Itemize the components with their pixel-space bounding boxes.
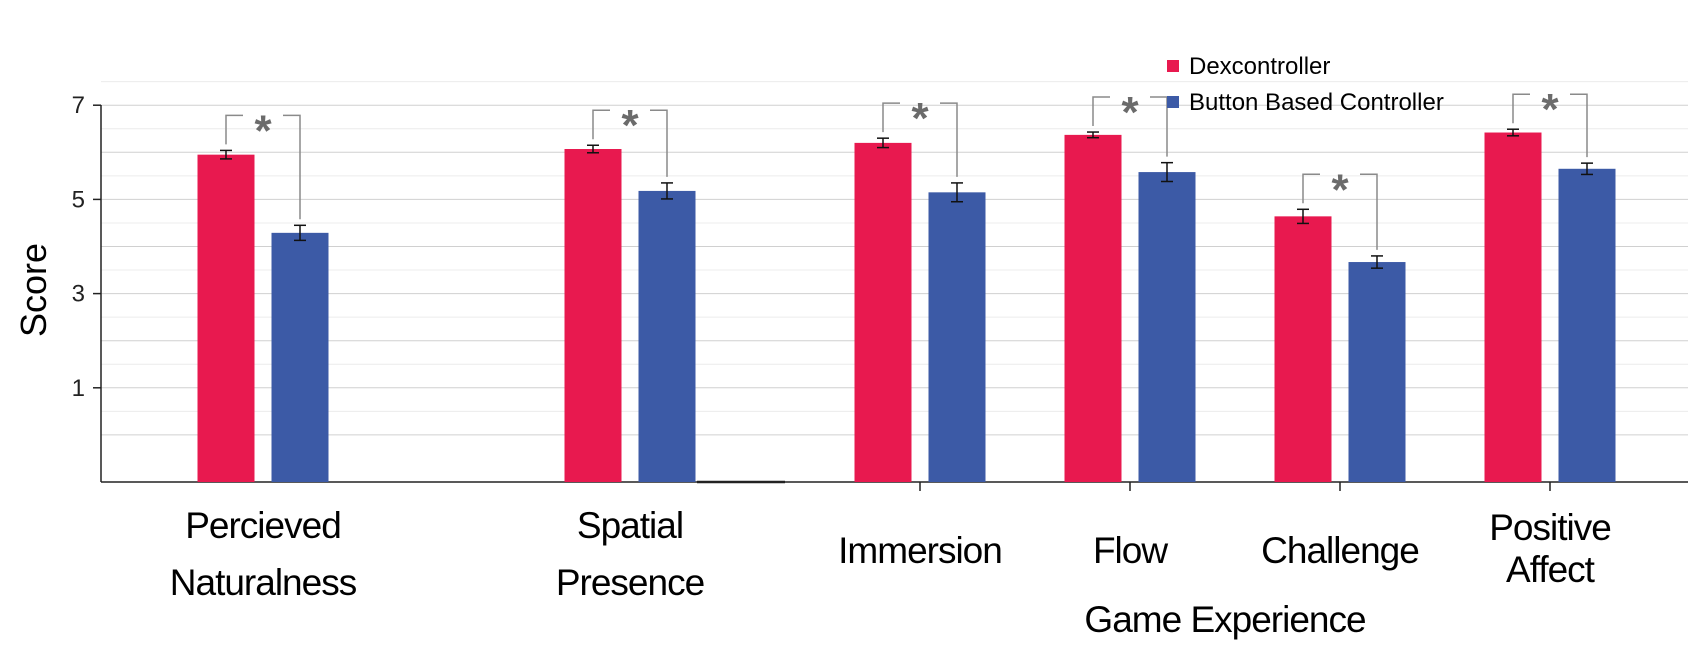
- significance-brackets: * * * * * *: [225, 85, 1588, 250]
- bar-dexcontroller-percieved-naturalness: [197, 154, 255, 482]
- error-bars: [220, 128, 1593, 269]
- bar-button-based-controller-flow: [1138, 172, 1196, 482]
- category-label-positive-affect: Affect: [1506, 549, 1596, 590]
- legend-swatch-button-based-controller: [1167, 96, 1179, 108]
- bar-dexcontroller-flow: [1064, 134, 1122, 483]
- significance-star: *: [621, 101, 639, 150]
- category-label-percieved-naturalness: Percieved: [185, 505, 341, 546]
- bar-button-based-controller-percieved-naturalness: [271, 232, 329, 482]
- category-label-challenge: Challenge: [1261, 530, 1419, 571]
- significance-bracket: [592, 109, 668, 177]
- bar-button-based-controller-spatial-presence: [638, 190, 696, 482]
- significance-bracket: [225, 114, 301, 220]
- significance-star: *: [1121, 88, 1139, 137]
- group-label-game-experience: Game Experience: [1084, 599, 1365, 640]
- category-label-percieved-naturalness: Naturalness: [170, 562, 357, 603]
- y-tick-label: 5: [72, 186, 85, 213]
- bar-button-based-controller-immersion: [928, 192, 986, 482]
- category-label-immersion: Immersion: [838, 530, 1002, 571]
- y-tick-label: 1: [72, 375, 85, 402]
- category-labels: Percieved Naturalness Spatial Presence Immer…: [170, 505, 1612, 603]
- significance-star: *: [1541, 85, 1559, 134]
- category-label-positive-affect: Positive: [1489, 507, 1611, 548]
- bar-dexcontroller-challenge: [1274, 216, 1332, 482]
- bar-dexcontroller-spatial-presence: [564, 149, 622, 483]
- category-label-flow: Flow: [1093, 530, 1168, 571]
- bars: [197, 132, 1616, 483]
- bar-button-based-controller-challenge: [1348, 262, 1406, 482]
- significance-star: *: [911, 94, 929, 143]
- legend: Dexcontroller Button Based Controller: [1167, 53, 1444, 116]
- category-label-spatial-presence: Spatial: [577, 505, 683, 546]
- legend-label-button-based-controller: Button Based Controller: [1189, 89, 1444, 116]
- significance-bracket: [1302, 173, 1378, 250]
- category-label-spatial-presence: Presence: [556, 562, 704, 603]
- bar-dexcontroller-immersion: [854, 142, 912, 482]
- significance-star: *: [254, 106, 272, 155]
- y-axis-title: Score: [13, 243, 54, 337]
- significance-bracket: [882, 102, 958, 177]
- legend-swatch-dexcontroller: [1167, 60, 1179, 72]
- y-tick-label: 3: [72, 281, 85, 308]
- significance-star: *: [1331, 165, 1349, 214]
- legend-label-dexcontroller: Dexcontroller: [1189, 53, 1330, 80]
- bar-dexcontroller-positive-affect: [1484, 132, 1542, 482]
- y-tick-label: 7: [72, 92, 85, 119]
- significance-bracket: [1512, 93, 1588, 158]
- bar-button-based-controller-positive-affect: [1558, 168, 1616, 482]
